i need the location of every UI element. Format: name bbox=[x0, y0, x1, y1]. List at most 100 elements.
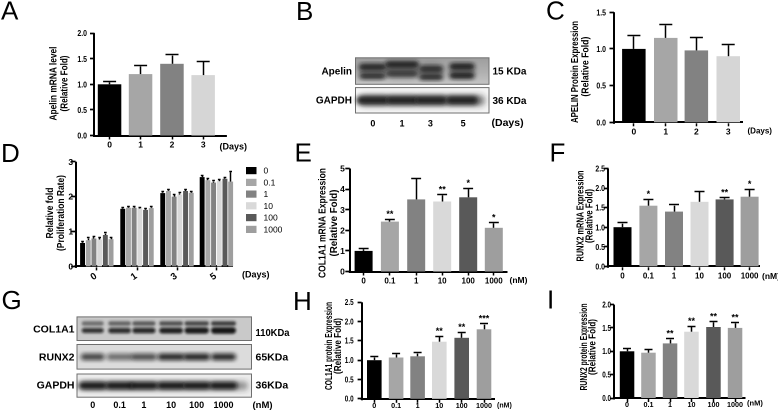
svg-text:**: ** bbox=[710, 311, 718, 321]
svg-text:0.5: 0.5 bbox=[345, 375, 354, 384]
svg-text:0.5: 0.5 bbox=[596, 81, 606, 91]
svg-text:*: * bbox=[748, 179, 752, 189]
svg-text:(Days): (Days) bbox=[492, 117, 524, 129]
svg-text:100: 100 bbox=[462, 277, 476, 286]
svg-text:C: C bbox=[546, 0, 565, 26]
svg-text:3: 3 bbox=[726, 126, 731, 136]
svg-text:0.5: 0.5 bbox=[595, 242, 605, 252]
svg-text:0: 0 bbox=[107, 140, 112, 150]
svg-text:*: * bbox=[647, 189, 651, 199]
svg-text:1000: 1000 bbox=[264, 224, 283, 234]
svg-text:100: 100 bbox=[718, 271, 732, 280]
svg-text:2.5: 2.5 bbox=[345, 298, 354, 307]
svg-text:**: ** bbox=[721, 187, 729, 197]
svg-text:Apelin mRNA level: Apelin mRNA level bbox=[49, 46, 60, 120]
svg-text:1.0: 1.0 bbox=[596, 44, 606, 54]
svg-text:5: 5 bbox=[208, 270, 219, 282]
svg-text:***: *** bbox=[479, 314, 490, 324]
svg-text:1000: 1000 bbox=[485, 277, 503, 286]
svg-text:(Days): (Days) bbox=[748, 127, 773, 136]
svg-text:I: I bbox=[547, 285, 554, 315]
svg-text:1.5: 1.5 bbox=[602, 324, 611, 333]
svg-text:0.5: 0.5 bbox=[77, 105, 87, 115]
svg-text:Apelin: Apelin bbox=[321, 67, 352, 78]
svg-text:1: 1 bbox=[141, 400, 146, 410]
svg-text:10: 10 bbox=[435, 401, 443, 410]
svg-text:(Days): (Days) bbox=[242, 270, 270, 280]
svg-text:10: 10 bbox=[688, 400, 696, 409]
svg-text:COL1A1: COL1A1 bbox=[33, 324, 75, 336]
svg-text:F: F bbox=[550, 138, 566, 168]
svg-text:COL1A1 protein Expression: COL1A1 protein Expression bbox=[324, 302, 335, 390]
svg-text:G: G bbox=[2, 285, 22, 315]
svg-text:1: 1 bbox=[663, 126, 668, 136]
svg-text:Relative fold: Relative fold bbox=[45, 188, 56, 239]
svg-text:3: 3 bbox=[68, 157, 73, 167]
svg-text:GAPDH: GAPDH bbox=[316, 96, 352, 107]
svg-text:**: ** bbox=[688, 316, 696, 326]
svg-text:(Relative Fold): (Relative Fold) bbox=[329, 190, 340, 257]
svg-text:1.0: 1.0 bbox=[602, 347, 611, 356]
svg-text:0.1: 0.1 bbox=[384, 277, 396, 286]
svg-text:H: H bbox=[293, 286, 312, 316]
svg-text:2: 2 bbox=[340, 225, 345, 235]
svg-text:0: 0 bbox=[370, 119, 375, 129]
svg-text:1.5: 1.5 bbox=[595, 203, 605, 213]
svg-text:0: 0 bbox=[361, 277, 366, 286]
svg-text:(Relative Fold): (Relative Fold) bbox=[333, 318, 344, 374]
svg-text:2.0: 2.0 bbox=[602, 300, 611, 309]
svg-text:0: 0 bbox=[372, 401, 376, 410]
svg-text:**: ** bbox=[436, 326, 444, 336]
svg-text:100: 100 bbox=[264, 213, 278, 223]
svg-text:36KDa: 36KDa bbox=[256, 380, 289, 392]
svg-text:0: 0 bbox=[620, 271, 625, 280]
svg-text:1: 1 bbox=[668, 400, 672, 409]
svg-text:(Relative Fold): (Relative Fold) bbox=[588, 319, 599, 375]
svg-text:10: 10 bbox=[166, 400, 176, 410]
svg-text:3: 3 bbox=[340, 205, 345, 215]
svg-text:2: 2 bbox=[170, 140, 175, 150]
svg-text:10: 10 bbox=[695, 271, 704, 280]
svg-text:2.0: 2.0 bbox=[77, 28, 87, 38]
svg-text:100: 100 bbox=[456, 401, 468, 410]
svg-text:1000: 1000 bbox=[741, 271, 759, 280]
svg-text:110KDa: 110KDa bbox=[256, 327, 290, 339]
svg-text:0: 0 bbox=[264, 166, 269, 176]
svg-text:3: 3 bbox=[201, 140, 206, 150]
svg-text:0.5: 0.5 bbox=[602, 371, 611, 380]
svg-text:1: 1 bbox=[264, 189, 269, 199]
svg-text:2.0: 2.0 bbox=[345, 317, 354, 326]
svg-text:RUNX2: RUNX2 bbox=[39, 352, 75, 364]
svg-text:4: 4 bbox=[340, 184, 345, 194]
svg-text:0.0: 0.0 bbox=[602, 394, 611, 403]
svg-text:1.5: 1.5 bbox=[77, 54, 87, 64]
svg-text:0: 0 bbox=[89, 271, 100, 283]
svg-text:0: 0 bbox=[632, 126, 637, 136]
svg-text:A: A bbox=[1, 0, 19, 25]
svg-text:10: 10 bbox=[264, 201, 274, 211]
svg-text:1: 1 bbox=[672, 271, 677, 280]
svg-text:0.1: 0.1 bbox=[113, 400, 126, 410]
svg-text:36 KDa: 36 KDa bbox=[493, 96, 527, 107]
svg-text:0: 0 bbox=[625, 400, 629, 409]
svg-text:(nM): (nM) bbox=[510, 275, 528, 285]
svg-text:3: 3 bbox=[428, 119, 433, 129]
svg-text:0: 0 bbox=[340, 267, 345, 277]
svg-text:1.5: 1.5 bbox=[596, 7, 606, 17]
svg-text:1000: 1000 bbox=[213, 400, 233, 410]
svg-text:0.0: 0.0 bbox=[345, 395, 354, 404]
svg-text:2: 2 bbox=[68, 192, 73, 202]
svg-text:1.0: 1.0 bbox=[345, 356, 354, 365]
svg-text:(Relative Fold): (Relative Fold) bbox=[60, 56, 71, 112]
svg-text:10: 10 bbox=[438, 277, 447, 286]
svg-text:65KDa: 65KDa bbox=[256, 352, 289, 364]
svg-text:(nM): (nM) bbox=[253, 400, 273, 411]
svg-text:(Proliferation Rate): (Proliferation Rate) bbox=[56, 175, 67, 251]
svg-text:(Relative Fold): (Relative Fold) bbox=[581, 37, 592, 97]
svg-text:5: 5 bbox=[461, 119, 466, 129]
svg-text:1.0: 1.0 bbox=[77, 79, 87, 89]
svg-text:**: ** bbox=[386, 209, 394, 219]
svg-text:1: 1 bbox=[68, 227, 73, 237]
svg-text:*: * bbox=[466, 178, 470, 188]
svg-text:(Days): (Days) bbox=[220, 142, 248, 152]
